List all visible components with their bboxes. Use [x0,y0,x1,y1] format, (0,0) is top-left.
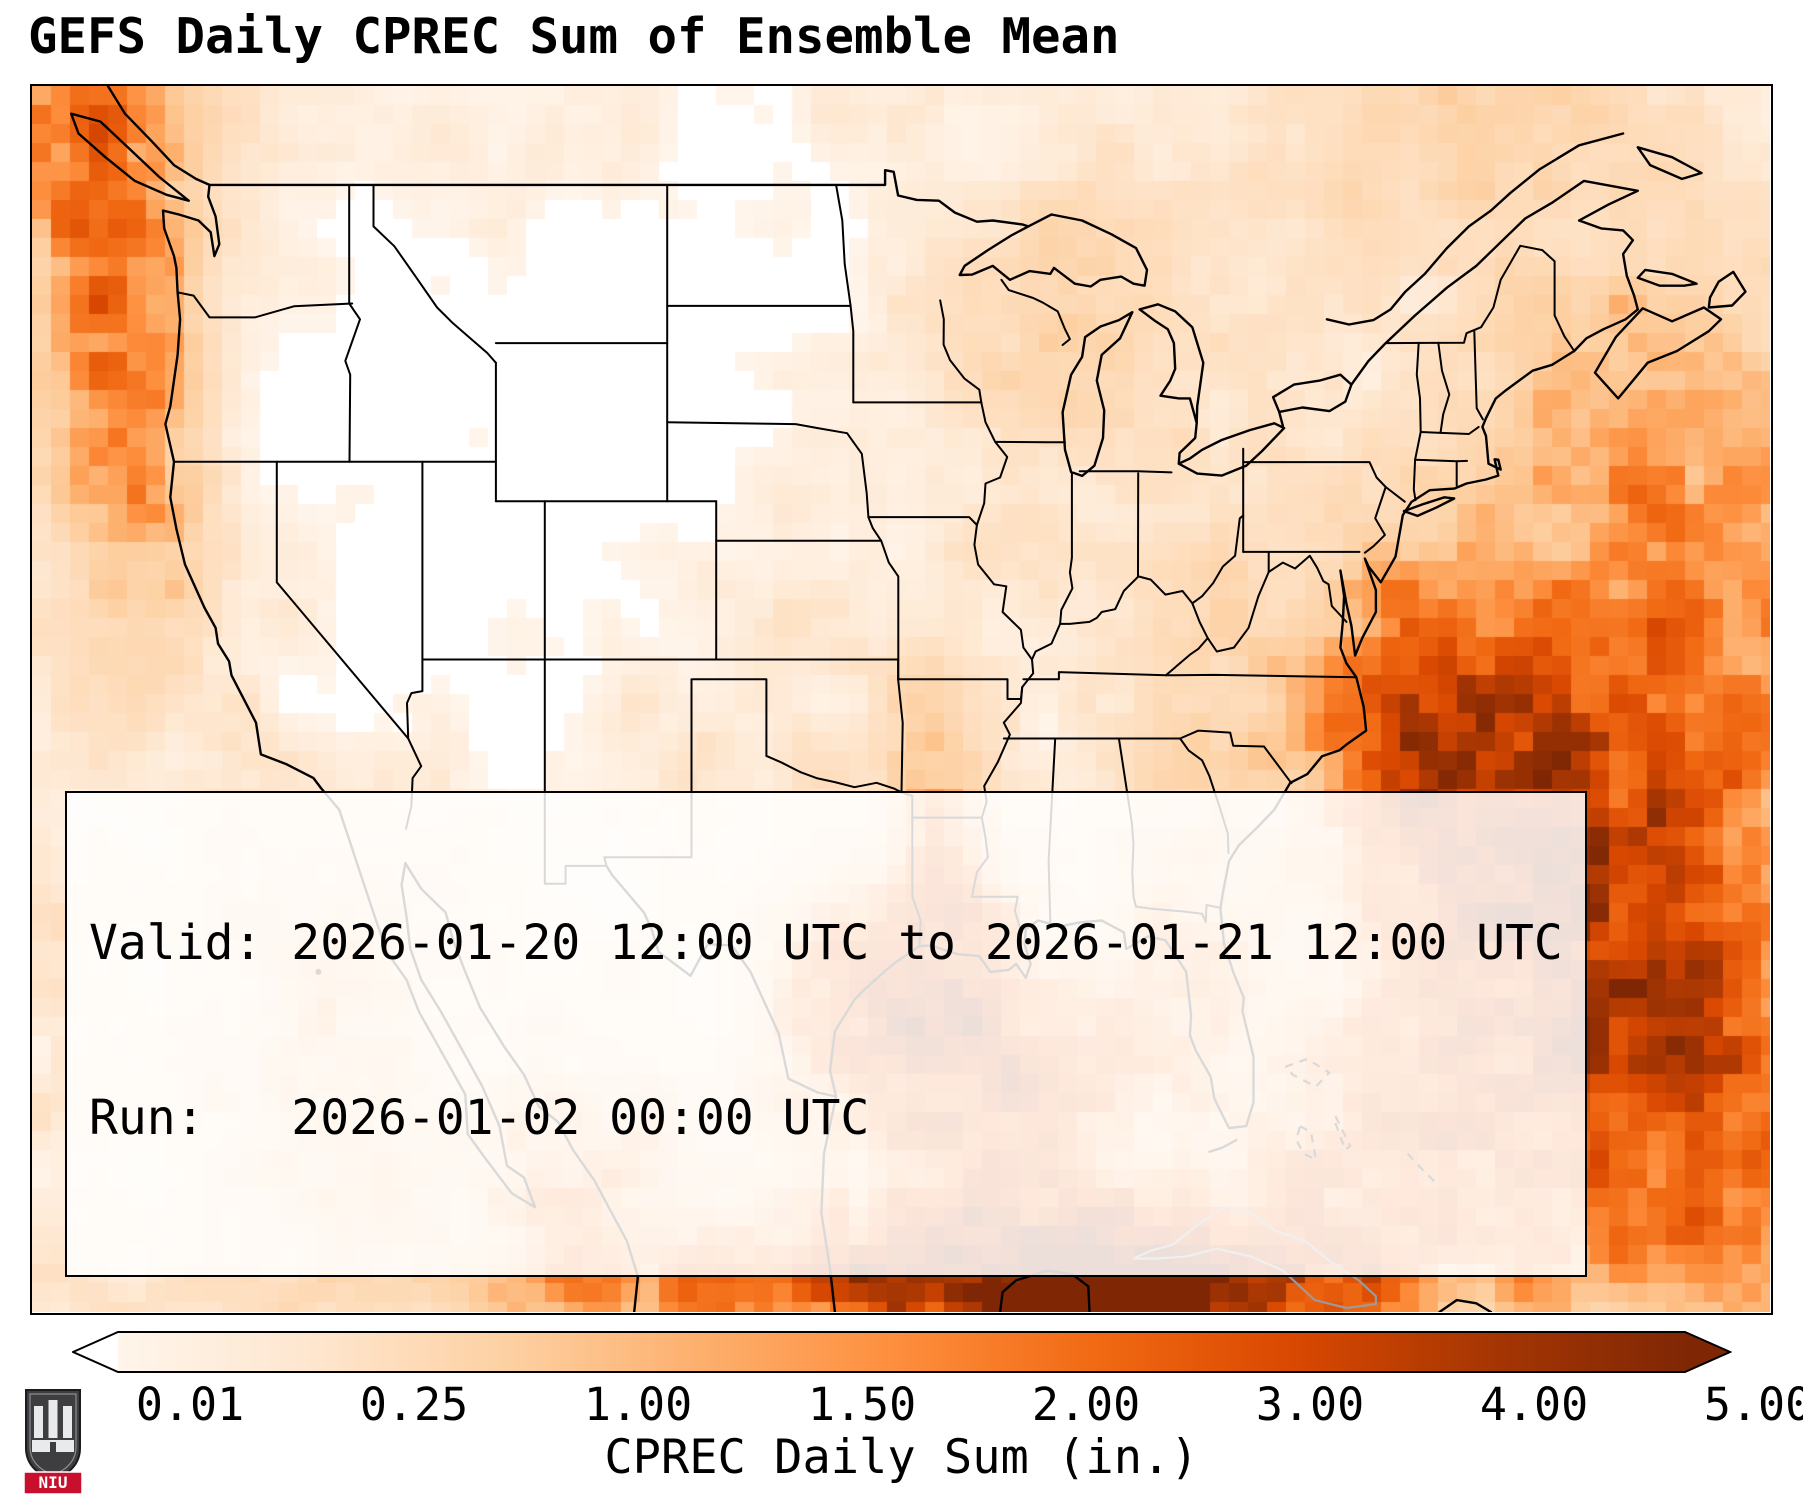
colorbar: 0.01 0.25 1.00 1.50 2.00 3.00 4.00 5.00 … [0,1326,1803,1500]
colorbar-tick: 3.00 [1255,1378,1365,1431]
valid-time-text: Valid: 2026-01-20 12:00 UTC to 2026-01-2… [89,914,1563,971]
colorbar-tick: 0.25 [359,1378,469,1431]
niu-logo: NIU [20,1384,86,1496]
colorbar-tick: 5.00 [1703,1378,1803,1431]
colorbar-tick: 0.01 [135,1378,245,1431]
colorbar-tick: 2.00 [1031,1378,1141,1431]
colorbar-tick: 4.00 [1479,1378,1589,1431]
run-time-text: Run: 2026-01-02 00:00 UTC [89,1090,870,1147]
colorbar-bar [72,1331,1732,1373]
figure-title: GEFS Daily CPREC Sum of Ensemble Mean [28,8,1120,65]
niu-logo-text: NIU [39,1473,68,1492]
colorbar-tick: 1.00 [583,1378,693,1431]
map-panel: Valid: 2026-01-20 12:00 UTC to 2026-01-2… [30,84,1773,1315]
forecast-info-box: Valid: 2026-01-20 12:00 UTC to 2026-01-2… [65,790,1587,1277]
colorbar-label: CPREC Daily Sum (in.) [604,1430,1199,1485]
colorbar-tick: 1.50 [807,1378,917,1431]
niu-shield-icon: NIU [23,1389,83,1495]
